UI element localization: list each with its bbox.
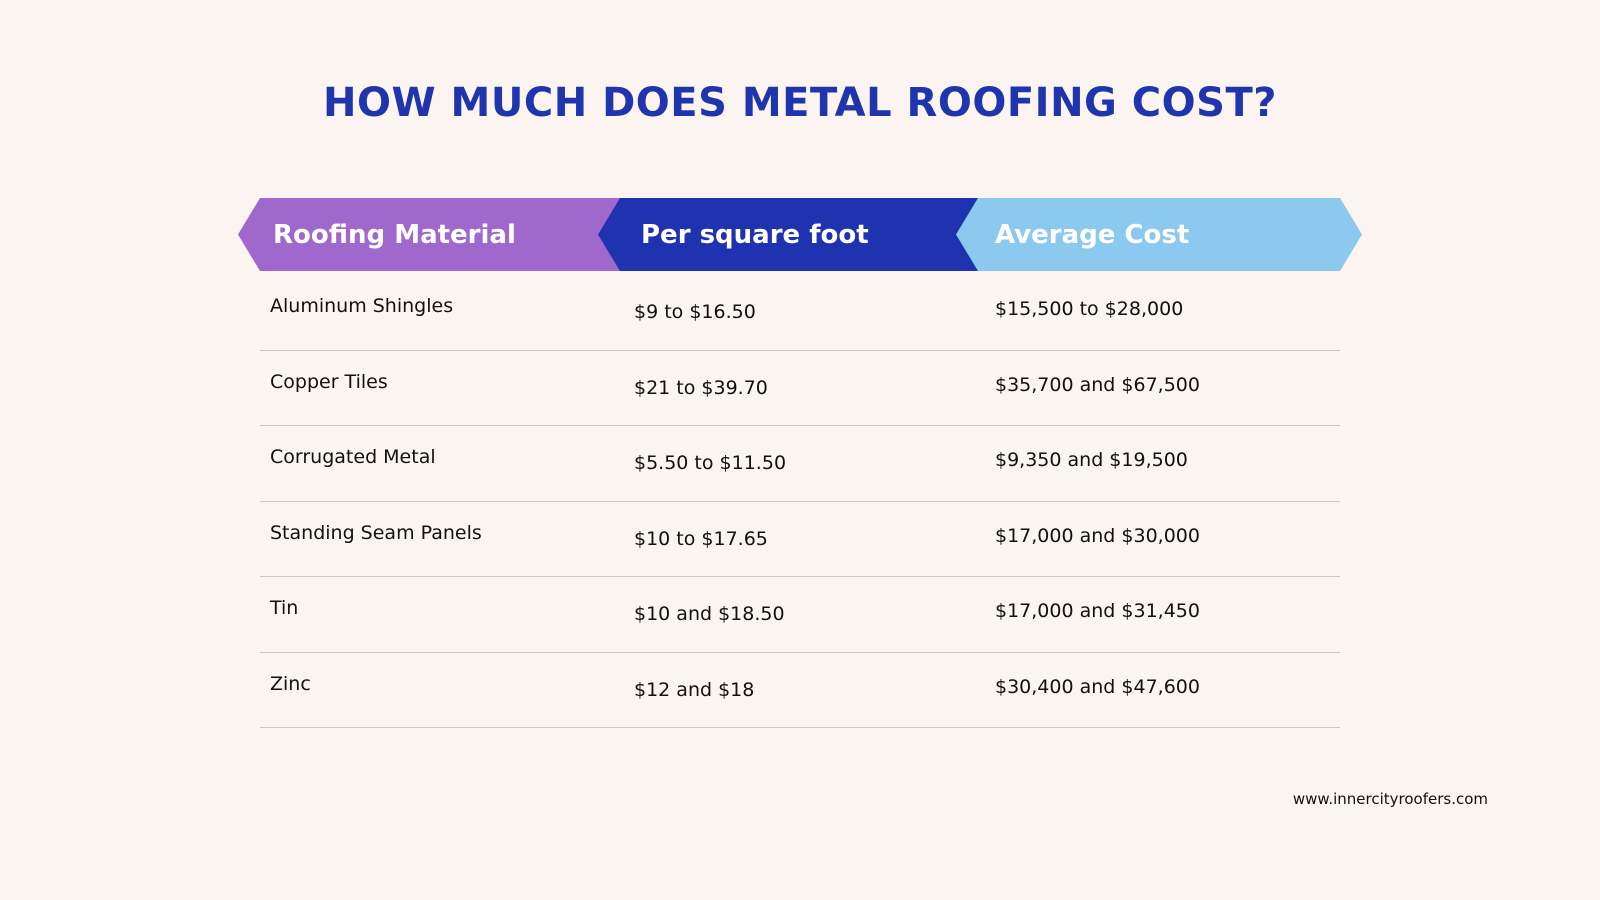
website-url: www.innercityroofers.com [1292,790,1488,808]
cell-material: Copper Tiles [270,370,388,393]
cell-material: Zinc [270,672,311,695]
table-row: Zinc $12 and $18 $30,400 and $47,600 [260,653,1340,728]
cell-per-square-foot: $10 to $17.65 [634,527,768,550]
page-title: HOW MUCH DOES METAL ROOFING COST? [323,80,1277,126]
header-shape-per-square-foot [598,198,978,271]
header-roofing-material: Roofing Material [273,220,516,250]
table-row: Copper Tiles $21 to $39.70 $35,700 and $67… [260,351,1340,426]
cell-average-cost: $35,700 and $67,500 [995,373,1200,396]
cell-average-cost: $9,350 and $19,500 [995,449,1188,471]
cell-average-cost: $30,400 and $47,600 [995,675,1200,698]
cell-per-square-foot: $5.50 to $11.50 [634,452,787,474]
header-shape-roofing-material [238,198,620,271]
cell-material: Tin [270,597,299,619]
header-shape-average-cost [956,198,1362,271]
table-row: Tin $10 and $18.50 $17,000 and $31,450 [260,577,1340,653]
cell-average-cost: $17,000 and $31,450 [995,600,1200,622]
cell-material: Aluminum Shingles [270,295,454,317]
cell-per-square-foot: $12 and $18 [634,678,755,701]
cell-material: Corrugated Metal [270,446,436,468]
table-row: Corrugated Metal $5.50 to $11.50 $9,350 an… [260,426,1340,502]
table-row: Aluminum Shingles $9 to $16.50 $15,500 to … [260,275,1340,351]
cell-per-square-foot: $21 to $39.70 [634,376,768,399]
cell-per-square-foot: $10 and $18.50 [634,603,785,625]
cell-per-square-foot: $9 to $16.50 [634,301,756,323]
cell-material: Standing Seam Panels [270,521,482,544]
table-row: Standing Seam Panels $10 to $17.65 $17,000… [260,502,1340,577]
cell-average-cost: $15,500 to $28,000 [995,298,1184,320]
cell-average-cost: $17,000 and $30,000 [995,524,1200,547]
header-per-square-foot: Per square foot [641,220,869,250]
header-average-cost: Average Cost [995,220,1190,250]
cost-table-body: Aluminum Shingles $9 to $16.50 $15,500 to … [260,275,1340,728]
